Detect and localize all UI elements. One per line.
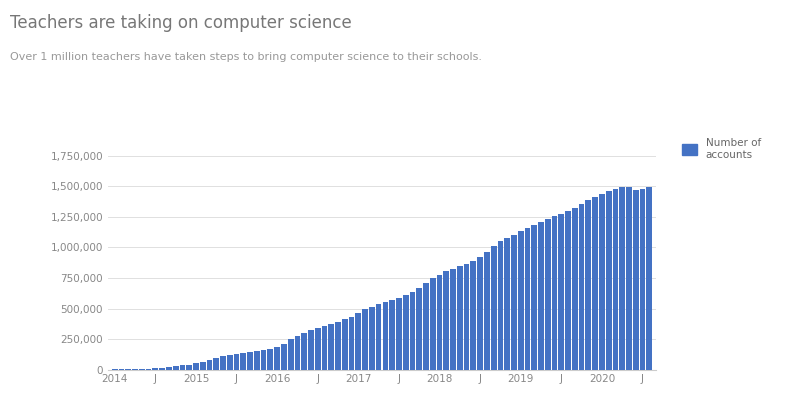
Bar bbox=[592, 197, 598, 370]
Bar bbox=[478, 257, 483, 370]
Bar bbox=[200, 362, 206, 370]
Bar bbox=[193, 363, 199, 370]
Bar bbox=[214, 358, 219, 370]
Bar bbox=[355, 313, 361, 370]
Bar bbox=[342, 319, 348, 370]
Bar bbox=[376, 304, 382, 370]
Bar bbox=[498, 241, 503, 370]
Bar bbox=[572, 208, 578, 370]
Bar bbox=[328, 324, 334, 370]
Legend: Number of
accounts: Number of accounts bbox=[678, 134, 765, 164]
Bar bbox=[234, 354, 239, 370]
Bar bbox=[531, 225, 537, 370]
Bar bbox=[220, 356, 226, 370]
Bar bbox=[139, 369, 145, 370]
Bar bbox=[241, 353, 246, 370]
Bar bbox=[606, 191, 611, 370]
Bar bbox=[613, 189, 618, 370]
Bar bbox=[599, 194, 605, 370]
Bar bbox=[308, 330, 314, 370]
Bar bbox=[288, 339, 294, 370]
Bar bbox=[490, 246, 497, 370]
Bar bbox=[132, 369, 138, 370]
Bar bbox=[633, 190, 638, 370]
Bar bbox=[538, 222, 544, 370]
Bar bbox=[639, 189, 646, 370]
Bar bbox=[578, 204, 585, 370]
Bar bbox=[416, 288, 422, 370]
Bar bbox=[518, 232, 523, 370]
Bar bbox=[545, 219, 550, 370]
Bar bbox=[430, 278, 436, 370]
Text: Over 1 million teachers have taken steps to bring computer science to their scho: Over 1 million teachers have taken steps… bbox=[10, 52, 482, 62]
Bar bbox=[173, 366, 178, 370]
Bar bbox=[126, 369, 131, 370]
Bar bbox=[294, 336, 300, 370]
Bar bbox=[586, 200, 591, 370]
Bar bbox=[504, 237, 510, 370]
Bar bbox=[443, 271, 449, 370]
Bar bbox=[274, 347, 280, 370]
Bar bbox=[565, 211, 571, 370]
Bar bbox=[396, 297, 402, 370]
Bar bbox=[179, 366, 186, 370]
Bar bbox=[146, 368, 151, 370]
Bar bbox=[281, 344, 286, 370]
Bar bbox=[450, 269, 456, 370]
Bar bbox=[166, 367, 172, 370]
Bar bbox=[335, 322, 341, 370]
Text: Teachers are taking on computer science: Teachers are taking on computer science bbox=[10, 14, 351, 33]
Bar bbox=[349, 317, 354, 370]
Bar bbox=[247, 352, 253, 370]
Bar bbox=[525, 228, 530, 370]
Bar bbox=[322, 326, 327, 370]
Bar bbox=[464, 263, 470, 370]
Bar bbox=[153, 368, 158, 370]
Bar bbox=[369, 307, 374, 370]
Bar bbox=[254, 351, 260, 370]
Bar bbox=[362, 309, 368, 370]
Bar bbox=[382, 302, 388, 370]
Bar bbox=[457, 266, 462, 370]
Bar bbox=[261, 350, 266, 370]
Bar bbox=[646, 188, 652, 370]
Bar bbox=[484, 252, 490, 370]
Bar bbox=[552, 216, 558, 370]
Bar bbox=[437, 275, 442, 370]
Bar bbox=[315, 328, 321, 370]
Bar bbox=[302, 333, 307, 370]
Bar bbox=[390, 300, 395, 370]
Bar bbox=[619, 188, 625, 370]
Bar bbox=[423, 283, 429, 370]
Bar bbox=[186, 365, 192, 370]
Bar bbox=[227, 355, 233, 370]
Bar bbox=[410, 292, 415, 370]
Bar bbox=[470, 261, 476, 370]
Bar bbox=[558, 214, 564, 370]
Bar bbox=[159, 368, 165, 370]
Bar bbox=[206, 360, 212, 370]
Bar bbox=[626, 187, 632, 370]
Bar bbox=[511, 235, 517, 370]
Bar bbox=[403, 295, 409, 370]
Bar bbox=[267, 349, 274, 370]
